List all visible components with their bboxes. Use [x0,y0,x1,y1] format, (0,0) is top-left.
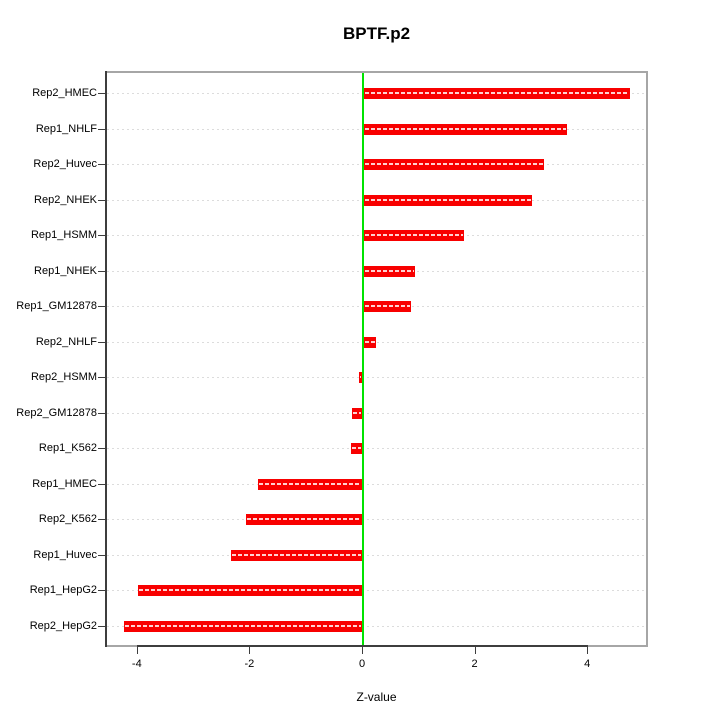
y-axis-tick [98,164,105,165]
y-axis-tick [98,93,105,94]
row-gridline [107,625,646,627]
bar-dash-pattern [352,411,361,414]
row-gridline [107,483,646,485]
y-axis-tick [98,625,105,627]
bar [364,265,416,277]
bar [364,88,630,99]
category-label: Rep2_HMEC [32,87,97,99]
bar [123,620,362,632]
bar-dash-pattern [138,589,361,591]
bar-dash-pattern [365,127,567,130]
x-axis-tick [587,647,589,654]
row-gridline [107,448,646,449]
category-label: Rep1_NHLF [35,122,97,135]
x-tick-label: 2 [471,658,478,670]
category-label: Rep2_NHEK [34,193,97,206]
bar-dash-pattern [124,624,361,627]
x-tick-label: -4 [131,658,142,670]
category-label: Rep1_HepG2 [29,584,97,596]
y-axis-tick [98,519,105,520]
y-axis-tick [98,199,105,201]
category-label: Rep1_HSMM [30,229,97,241]
bar [246,514,362,525]
category-label: Rep2_HepG2 [29,619,97,632]
x-axis-tick [136,647,138,654]
bar-dash-pattern [365,269,415,272]
category-label: Rep2_GM12878 [16,406,97,419]
category-label: Rep2_HSMM [30,371,97,383]
category-label: Rep1_GM12878 [16,300,97,312]
x-axis-tick [474,647,476,654]
category-label: Rep1_HMEC [32,477,97,490]
bar [364,123,568,135]
bar-dash-pattern [247,518,361,520]
bar-dash-pattern [365,305,411,307]
bar-dash-pattern [360,376,361,378]
row-gridline [107,554,646,556]
bar [231,549,362,561]
y-axis-tick [98,341,105,343]
row-gridline [107,519,646,520]
bar-dash-pattern [232,553,361,556]
y-axis-tick [98,128,105,130]
bar [364,159,544,170]
bar-dash-pattern [351,447,361,449]
x-tick-label: -2 [244,658,255,670]
row-gridline [107,590,646,591]
bar [364,230,464,241]
bar [364,336,376,348]
row-gridline [107,377,646,378]
bar-dash-pattern [365,92,629,94]
y-axis-tick [98,448,105,449]
bar [258,478,362,490]
category-label: Rep2_Huvec [33,158,97,170]
chart-title: BPTF.p2 [342,24,411,43]
category-label: Rep1_K562 [38,442,97,454]
bar [359,372,362,383]
bar [351,407,362,419]
bar [350,443,362,454]
x-axis-tick [362,647,363,654]
x-axis-tick [249,647,251,654]
bar-dash-pattern [365,234,463,236]
y-axis-tick [98,554,105,556]
x-tick-label: 0 [358,658,366,670]
category-label: Rep1_NHEK [34,264,97,277]
bar-dash-pattern [365,340,375,343]
zero-reference-line [362,73,364,645]
category-label: Rep2_K562 [38,513,97,525]
y-axis-tick [98,235,105,236]
x-axis-title: Z-value [356,690,397,704]
category-label: Rep2_NHLF [35,335,97,348]
y-axis-tick [98,483,105,485]
y-axis-tick [98,377,105,378]
bar-dash-pattern [259,482,361,485]
x-tick-label: 4 [584,658,591,670]
row-gridline [107,341,646,343]
plot-border-top [105,71,648,73]
plot-border-right [646,71,648,647]
bar [364,194,533,206]
plot-area [107,73,646,645]
bar [137,585,362,596]
bar-dash-pattern [365,163,543,165]
y-axis-tick [98,590,105,591]
y-axis-tick [98,412,105,414]
y-axis-tick [98,306,105,307]
x-axis-line [137,645,588,647]
category-label: Rep1_Huvec [33,548,97,561]
bar-dash-pattern [365,198,532,201]
y-axis-tick [98,270,105,272]
y-axis-line [105,71,107,647]
row-gridline [107,412,646,414]
bar [364,301,412,312]
